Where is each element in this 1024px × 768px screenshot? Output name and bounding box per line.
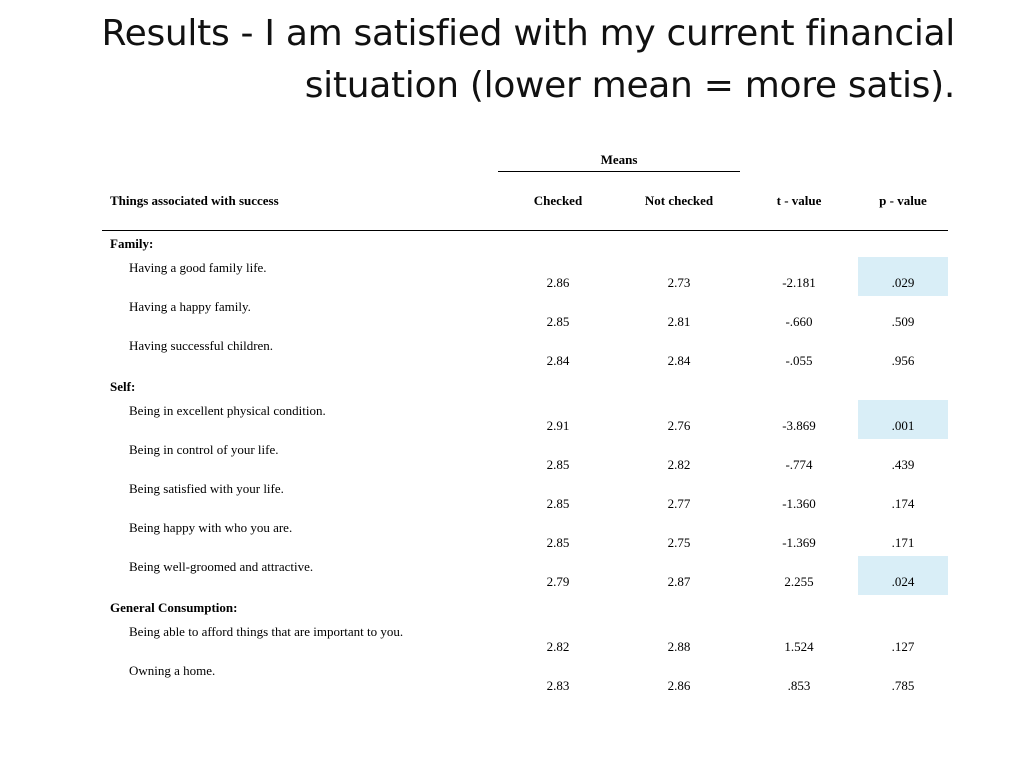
row-label: Being satisfied with your life.: [129, 481, 284, 496]
table-row: Having successful children. 2.84 2.84 -.055…: [102, 335, 948, 374]
means-group-header: Means: [498, 144, 740, 172]
table-row: Being well-groomed and attractive. 2.79 2.…: [102, 556, 948, 595]
t-value: -.774: [785, 457, 813, 472]
table-row: Owning a home. 2.83 2.86 .853 .785: [102, 660, 948, 699]
p-value: .174: [891, 496, 915, 511]
p-value: .956: [891, 353, 915, 368]
row-label: Being in excellent physical condition.: [129, 403, 326, 418]
header-not-checked: Not checked: [618, 172, 740, 231]
row-label: Being in control of your life.: [129, 442, 279, 457]
t-value: 1.524: [784, 639, 814, 654]
checked-mean: 2.85: [546, 496, 570, 511]
category-label: Self:: [110, 379, 136, 394]
table-row: Being in excellent physical condition. 2.…: [102, 400, 948, 439]
checked-mean: 2.85: [546, 535, 570, 550]
row-label: Having successful children.: [129, 338, 274, 353]
row-label: Being able to afford things that are imp…: [129, 624, 404, 639]
table-row: Having a happy family. 2.85 2.81 -.660 .509: [102, 296, 948, 335]
checked-mean: 2.82: [546, 639, 570, 654]
t-value: -.660: [785, 314, 813, 329]
t-value: -3.869: [782, 418, 816, 433]
row-label: Owning a home.: [129, 663, 216, 678]
p-value: .029: [858, 257, 948, 296]
header-things-associated: Things associated with success: [102, 172, 498, 231]
row-label: Being happy with who you are.: [129, 520, 293, 535]
means-underline: [498, 171, 740, 172]
not-checked-mean: 2.84: [667, 353, 691, 368]
category-row: Family:: [102, 231, 948, 258]
t-value: .853: [787, 678, 811, 693]
checked-mean: 2.85: [546, 314, 570, 329]
category-label: General Consumption:: [110, 600, 238, 615]
table-row: Being able to afford things that are imp…: [102, 621, 948, 660]
not-checked-mean: 2.73: [667, 275, 691, 290]
category-row: Self:: [102, 374, 948, 400]
t-value: -1.369: [782, 535, 816, 550]
category-label: Family:: [110, 236, 154, 251]
not-checked-mean: 2.81: [667, 314, 691, 329]
not-checked-mean: 2.82: [667, 457, 691, 472]
checked-mean: 2.86: [546, 275, 570, 290]
table-row: Being happy with who you are. 2.85 2.75 -1.…: [102, 517, 948, 556]
p-value: .785: [891, 678, 915, 693]
not-checked-mean: 2.77: [667, 496, 691, 511]
category-row: General Consumption:: [102, 595, 948, 621]
not-checked-mean: 2.87: [667, 574, 691, 589]
table-row: Having a good family life. 2.86 2.73 -2.181…: [102, 257, 948, 296]
not-checked-mean: 2.86: [667, 678, 691, 693]
p-value: .509: [891, 314, 915, 329]
table-row: Being satisfied with your life. 2.85 2.77 -…: [102, 478, 948, 517]
p-value: .024: [858, 556, 948, 595]
row-label: Having a good family life.: [129, 260, 267, 275]
checked-mean: 2.84: [546, 353, 570, 368]
checked-mean: 2.85: [546, 457, 570, 472]
not-checked-mean: 2.88: [667, 639, 691, 654]
p-value: .171: [891, 535, 915, 550]
slide-title: Results - I am satisfied with my current…: [101, 13, 956, 106]
row-label: Having a happy family.: [129, 299, 251, 314]
p-value: .001: [858, 400, 948, 439]
checked-mean: 2.83: [546, 678, 570, 693]
not-checked-mean: 2.75: [667, 535, 691, 550]
t-value: 2.255: [784, 574, 814, 589]
p-value: .127: [891, 639, 915, 654]
not-checked-mean: 2.76: [667, 418, 691, 433]
p-value: .439: [891, 457, 915, 472]
row-label: Being well-groomed and attractive.: [129, 559, 314, 574]
checked-mean: 2.79: [546, 574, 570, 589]
results-table-container: Means Things associated with success Che…: [102, 144, 948, 699]
t-value: -1.360: [782, 496, 816, 511]
header-checked: Checked: [498, 172, 618, 231]
table-row: Being in control of your life. 2.85 2.82 -.…: [102, 439, 948, 478]
header-p-value: p - value: [858, 172, 948, 231]
t-value: -2.181: [782, 275, 816, 290]
column-header-row: Things associated with success Checked N…: [102, 172, 948, 231]
means-header-row: Means: [102, 144, 948, 172]
t-value: -.055: [785, 353, 813, 368]
header-t-value: t - value: [740, 172, 858, 231]
results-table: Means Things associated with success Che…: [102, 144, 948, 699]
means-label: Means: [600, 152, 638, 167]
checked-mean: 2.91: [546, 418, 570, 433]
